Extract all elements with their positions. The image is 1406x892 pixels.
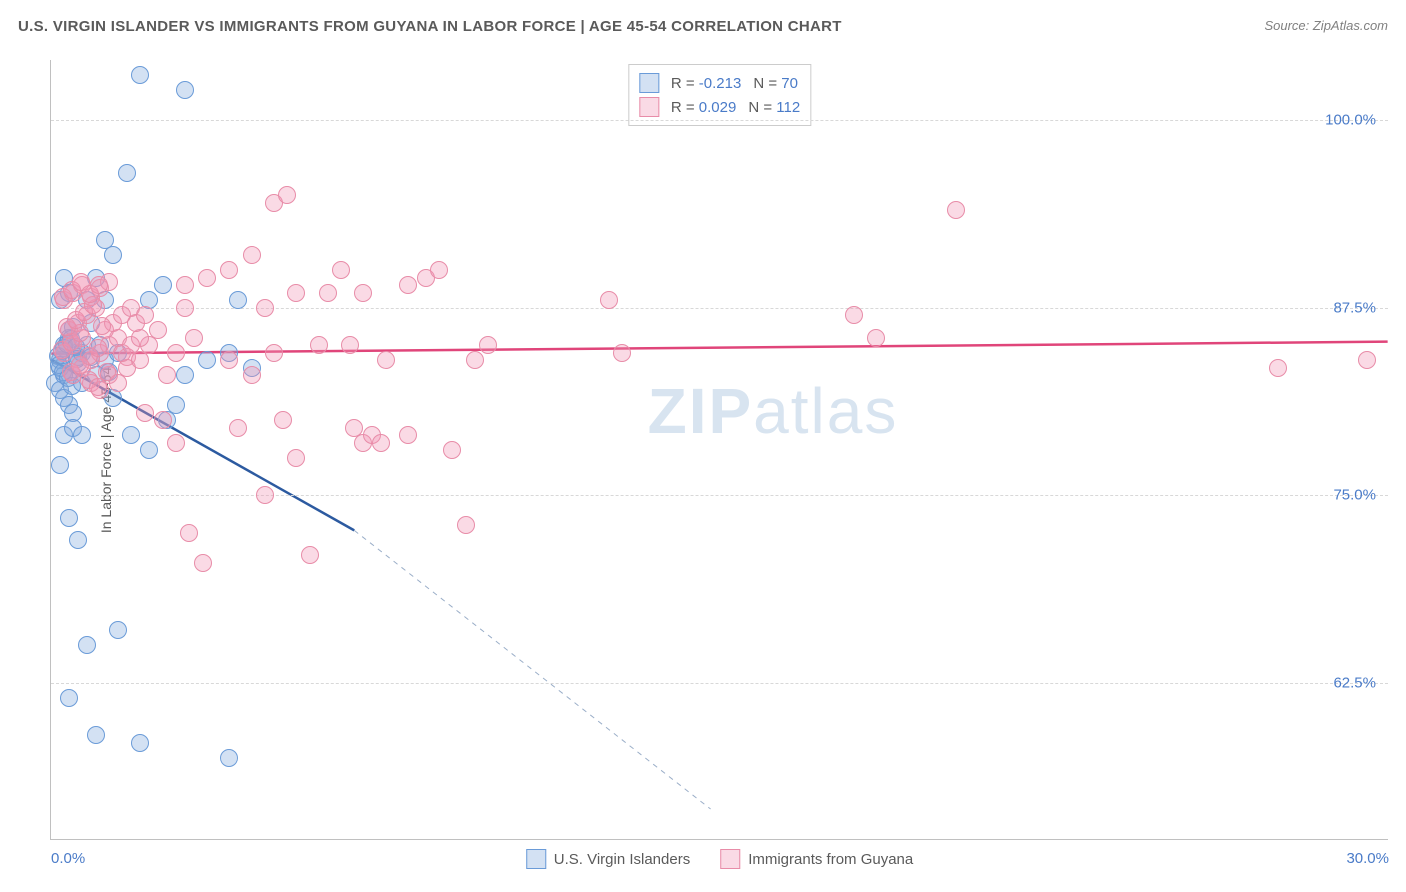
scatter-point-series-1: [220, 261, 238, 279]
scatter-point-series-1: [176, 299, 194, 317]
scatter-point-series-1: [256, 486, 274, 504]
scatter-point-series-1: [301, 546, 319, 564]
scatter-point-series-0: [176, 366, 194, 384]
plot-area: ZIPatlas In Labor Force | Age 45-54 R = …: [50, 60, 1388, 840]
gridline-h: [51, 495, 1388, 496]
legend-item-1: Immigrants from Guyana: [720, 849, 913, 869]
scatter-point-series-0: [109, 621, 127, 639]
scatter-point-series-1: [89, 339, 107, 357]
scatter-point-series-1: [136, 404, 154, 422]
scatter-point-series-1: [180, 524, 198, 542]
legend-row-series-0: R = -0.213 N = 70: [639, 71, 800, 95]
scatter-point-series-1: [430, 261, 448, 279]
scatter-point-series-1: [278, 186, 296, 204]
scatter-point-series-1: [466, 351, 484, 369]
scatter-point-series-1: [479, 336, 497, 354]
scatter-point-series-1: [176, 276, 194, 294]
scatter-point-series-1: [613, 344, 631, 362]
scatter-point-series-1: [158, 366, 176, 384]
scatter-point-series-0: [78, 636, 96, 654]
scatter-point-series-1: [98, 363, 116, 381]
scatter-point-series-0: [198, 351, 216, 369]
gridline-h: [51, 683, 1388, 684]
legend-series: U.S. Virgin Islanders Immigrants from Gu…: [526, 849, 914, 869]
scatter-point-series-1: [600, 291, 618, 309]
legend-swatch-1: [639, 97, 659, 117]
scatter-point-series-1: [372, 434, 390, 452]
scatter-point-series-0: [131, 734, 149, 752]
scatter-point-series-0: [154, 276, 172, 294]
scatter-point-series-1: [256, 299, 274, 317]
scatter-point-series-1: [154, 411, 172, 429]
scatter-point-series-0: [131, 66, 149, 84]
y-tick-label: 75.0%: [1333, 487, 1376, 504]
scatter-point-series-1: [220, 351, 238, 369]
legend-correlation: R = -0.213 N = 70 R = 0.029 N = 112: [628, 64, 811, 126]
y-tick-label: 62.5%: [1333, 674, 1376, 691]
source-label: Source: ZipAtlas.com: [1264, 18, 1388, 33]
scatter-point-series-0: [60, 509, 78, 527]
scatter-point-series-1: [310, 336, 328, 354]
gridline-h: [51, 120, 1388, 121]
scatter-point-series-1: [399, 276, 417, 294]
scatter-point-series-0: [122, 426, 140, 444]
scatter-point-series-1: [319, 284, 337, 302]
scatter-point-series-1: [1358, 351, 1376, 369]
scatter-point-series-1: [265, 344, 283, 362]
legend-row-series-1: R = 0.029 N = 112: [639, 95, 800, 119]
scatter-point-series-1: [136, 306, 154, 324]
scatter-point-series-1: [354, 284, 372, 302]
scatter-point-series-0: [118, 164, 136, 182]
scatter-point-series-1: [167, 344, 185, 362]
scatter-point-series-1: [93, 317, 111, 335]
scatter-point-series-1: [274, 411, 292, 429]
scatter-point-series-1: [341, 336, 359, 354]
legend-item-0: U.S. Virgin Islanders: [526, 849, 690, 869]
scatter-point-series-1: [377, 351, 395, 369]
scatter-point-series-1: [443, 441, 461, 459]
legend-swatch-bottom-0: [526, 849, 546, 869]
x-tick-label: 30.0%: [1346, 850, 1389, 867]
scatter-point-series-1: [194, 554, 212, 572]
scatter-point-series-0: [51, 456, 69, 474]
scatter-point-series-1: [332, 261, 350, 279]
y-tick-label: 100.0%: [1325, 112, 1376, 129]
scatter-point-series-1: [243, 246, 261, 264]
scatter-point-series-0: [60, 689, 78, 707]
gridline-h: [51, 308, 1388, 309]
scatter-point-series-0: [73, 426, 91, 444]
scatter-point-series-1: [845, 306, 863, 324]
scatter-point-series-1: [399, 426, 417, 444]
scatter-point-series-0: [69, 531, 87, 549]
scatter-point-series-1: [947, 201, 965, 219]
scatter-point-series-0: [229, 291, 247, 309]
scatter-point-series-0: [176, 81, 194, 99]
scatter-point-series-1: [287, 284, 305, 302]
scatter-point-series-1: [90, 276, 108, 294]
watermark: ZIPatlas: [648, 374, 899, 448]
chart-title: U.S. VIRGIN ISLANDER VS IMMIGRANTS FROM …: [18, 18, 842, 35]
scatter-point-series-0: [167, 396, 185, 414]
scatter-point-series-1: [167, 434, 185, 452]
y-tick-label: 87.5%: [1333, 299, 1376, 316]
scatter-point-series-1: [243, 366, 261, 384]
scatter-point-series-1: [198, 269, 216, 287]
scatter-point-series-0: [140, 441, 158, 459]
scatter-point-series-1: [185, 329, 203, 347]
scatter-point-series-1: [457, 516, 475, 534]
scatter-point-series-1: [867, 329, 885, 347]
chart-container: U.S. VIRGIN ISLANDER VS IMMIGRANTS FROM …: [0, 0, 1406, 892]
trend-lines-layer: [51, 60, 1388, 839]
scatter-point-series-1: [287, 449, 305, 467]
legend-swatch-bottom-1: [720, 849, 740, 869]
x-tick-label: 0.0%: [51, 850, 85, 867]
scatter-point-series-0: [87, 726, 105, 744]
scatter-point-series-1: [149, 321, 167, 339]
legend-swatch-0: [639, 73, 659, 93]
scatter-point-series-0: [104, 246, 122, 264]
scatter-point-series-0: [220, 749, 238, 767]
scatter-point-series-1: [1269, 359, 1287, 377]
scatter-point-series-1: [229, 419, 247, 437]
